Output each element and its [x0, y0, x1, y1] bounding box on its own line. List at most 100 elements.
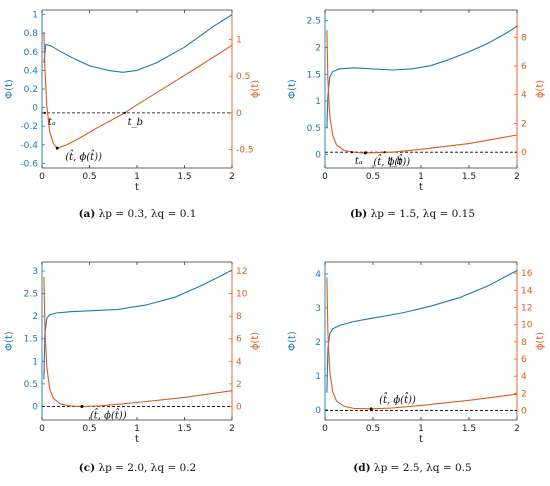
x-tick-label: 2 [514, 172, 520, 182]
chart-b: 0 0.5 1 1.5 2 0 0.5 1 1.5 2 2.5 0 2 4 6 8 t Φ(t) ϕ(t) tₐ t_b… [287, 9, 546, 193]
y-left-tick-label: 0 [32, 402, 38, 412]
x-tick-label: 1.5 [462, 424, 476, 434]
y-right-tick-label: 8 [236, 312, 242, 322]
series-Phi-line [43, 14, 233, 73]
series-Phi-line [43, 269, 233, 380]
y-left-tick-label: 2 [315, 338, 321, 348]
y-right-axis-label: ϕ(t) [250, 332, 261, 350]
y-left-axis-label: Φ(t) [287, 79, 298, 99]
caption-b: (b) λp = 1.5, λq = 0.15 [349, 208, 476, 220]
y-right-tick-label: 16 [521, 269, 533, 279]
minimum-point [369, 407, 373, 411]
root-label: tₐ [355, 156, 363, 167]
x-tick-label: 1.5 [462, 172, 476, 182]
y-left-tick-label: -0.6 [20, 159, 38, 169]
y-left-tick-label: 0 [315, 151, 321, 161]
y-left-axis-label: Φ(t) [4, 79, 15, 99]
y-left-tick-label: 4 [315, 270, 321, 280]
minimum-point [80, 404, 84, 408]
series-Phi-line [326, 25, 518, 128]
y-left-tick-label: -0.2 [20, 122, 38, 132]
y-left-tick-label: 1 [32, 357, 38, 367]
x-tick-label: 2 [229, 172, 235, 182]
x-tick-label: 1 [134, 172, 140, 182]
y-right-tick-label: 1 [236, 35, 242, 45]
y-left-tick-label: 0 [32, 104, 38, 114]
x-tick-label: 0.5 [82, 424, 96, 434]
root-point [350, 151, 353, 154]
minimum-point [363, 151, 367, 155]
x-tick-label: 0 [322, 172, 328, 182]
y-right-tick-label: 2 [521, 119, 527, 129]
x-tick-label: 2 [229, 424, 235, 434]
y-left-tick-label: 0.5 [24, 380, 38, 390]
y-right-tick-label: 0 [521, 407, 527, 417]
y-left-axis-label: Φ(t) [4, 331, 15, 351]
series-Phi-line [326, 270, 518, 393]
y-right-tick-label: 8 [521, 338, 527, 348]
x-axis-label: t [419, 434, 423, 445]
y-right-tick-label: 0 [521, 148, 527, 158]
minimum-label: (t̂, ϕ(t̂)) [90, 408, 127, 421]
x-tick-label: 0.5 [366, 424, 380, 434]
series-phi-line [326, 277, 518, 410]
x-tick-label: 1 [418, 172, 424, 182]
y-right-tick-label: 12 [236, 267, 247, 277]
y-right-tick-label: 6 [521, 355, 527, 365]
x-tick-label: 0 [322, 424, 328, 434]
x-tick-label: 0 [39, 172, 45, 182]
x-axis-label: t [135, 434, 139, 445]
root-label: t_b [388, 156, 403, 167]
x-axis-label: t [419, 182, 423, 193]
minimum-label: (t̂, ϕ(t̂)) [65, 150, 102, 163]
y-left-tick-label: 0.2 [24, 85, 38, 95]
y-left-tick-label: 0 [315, 406, 321, 416]
series-phi-line [43, 276, 233, 408]
y-left-tick-label: 1.5 [307, 70, 321, 80]
y-left-tick-label: 2 [315, 43, 321, 53]
y-right-tick-label: 0 [236, 109, 242, 119]
y-left-tick-label: 2.5 [307, 17, 321, 27]
y-left-tick-label: 0.6 [24, 48, 39, 58]
y-left-tick-label: 0.4 [24, 66, 39, 76]
y-right-axis-label: ϕ(t) [535, 80, 546, 98]
root-label: tₐ [48, 117, 56, 128]
y-right-tick-label: 10 [521, 321, 533, 331]
root-point [383, 151, 386, 154]
y-right-axis-label: ϕ(t) [535, 332, 546, 350]
series-phi-line [326, 30, 518, 154]
series-phi-line [43, 31, 233, 149]
y-right-tick-label: 0.5 [236, 72, 250, 82]
x-tick-label: 1 [134, 424, 140, 434]
y-right-axis-label: ϕ(t) [250, 80, 261, 98]
y-right-tick-label: 2 [521, 389, 527, 399]
y-left-tick-label: 0.8 [24, 29, 39, 39]
x-tick-label: 0.5 [82, 172, 96, 182]
root-point [43, 111, 46, 114]
y-left-tick-label: 0.5 [307, 124, 321, 134]
x-tick-label: 0.5 [366, 172, 380, 182]
y-right-tick-label: 2 [236, 380, 242, 390]
y-left-tick-label: 3 [315, 304, 321, 314]
x-tick-label: 1 [418, 424, 424, 434]
y-right-tick-label: 10 [236, 290, 248, 300]
caption-a: (a) λp = 0.3, λq = 0.1 [78, 208, 197, 220]
y-right-tick-label: 4 [236, 357, 242, 367]
y-left-tick-label: 1 [315, 97, 321, 107]
minimum-point [55, 146, 59, 150]
x-axis-label: t [135, 182, 139, 193]
caption-c: (c) λp = 2.0, λq = 0.2 [78, 462, 197, 474]
y-left-tick-label: -0.4 [20, 141, 38, 151]
y-right-tick-label: 8 [521, 33, 527, 43]
chart-c: 0 0.5 1 1.5 2 0 0.5 1 1.5 2 2.5 3 0 2 4 6 8 10 12 t Φ(t) ϕ(t)… [4, 261, 261, 445]
x-tick-label: 1.5 [177, 172, 191, 182]
root-label: t_b [128, 117, 143, 128]
caption-d: (d) λp = 2.5, λq = 0.5 [353, 462, 472, 474]
y-right-tick-label: 0 [236, 402, 242, 412]
y-right-tick-label: 6 [521, 62, 527, 72]
x-tick-label: 0 [39, 424, 45, 434]
minimum-label: (t̂, ϕ(t̂)) [379, 393, 416, 406]
y-left-axis-label: Φ(t) [287, 331, 298, 351]
y-left-tick-label: 1 [32, 11, 38, 21]
y-right-tick-label: 4 [521, 372, 527, 382]
